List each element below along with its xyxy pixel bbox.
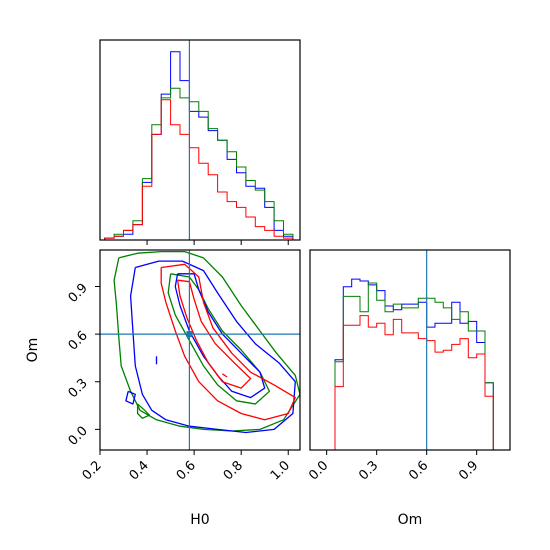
om-histogram-series [318,278,494,451]
h0-histogram-step-2 [100,99,298,241]
h0-histogram-series [100,51,298,241]
joint-contour-2-1 [176,279,252,389]
joint-contour-series [113,250,300,434]
joint-contour-frame [99,249,301,451]
joint-contour-2-2 [222,373,228,378]
joint-truth-marker [186,331,193,338]
joint-contour-0-2 [136,403,151,419]
joint-contour-0-0 [113,250,300,432]
h0-histogram-frame [99,39,301,241]
joint-contour-1-0 [129,260,296,434]
x-axis-label-om: Om [398,512,423,528]
joint-contour-1-3 [125,390,136,405]
y-axis-label-om: Om [25,338,41,363]
om-histogram-frame [309,249,511,451]
joint-contour-2-0 [160,263,296,421]
h0-histogram-ticks [146,240,289,245]
h0-histogram-panel [99,39,301,245]
om-histogram-step-1 [318,282,494,451]
om-histogram-step-2 [326,315,494,451]
x-axis-label-h0: H0 [190,512,209,528]
